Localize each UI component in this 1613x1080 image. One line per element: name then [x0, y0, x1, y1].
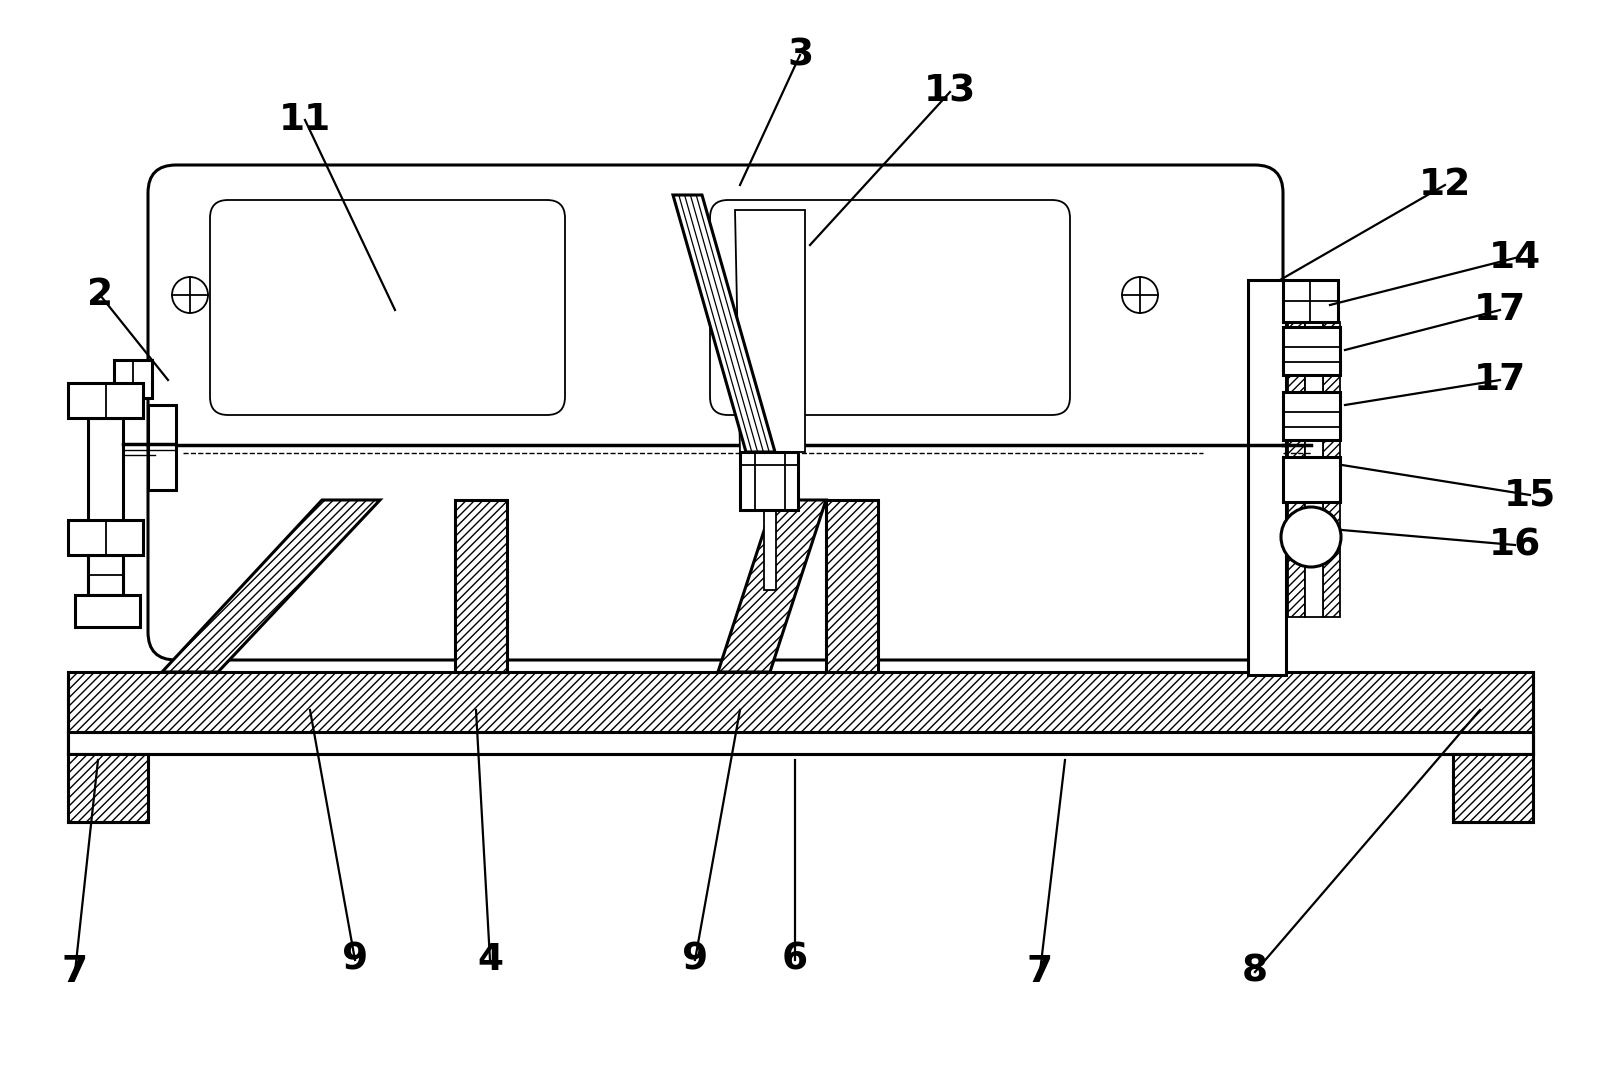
Bar — [74, 595, 140, 627]
Text: 4: 4 — [477, 942, 503, 978]
FancyBboxPatch shape — [210, 200, 565, 415]
Text: 2: 2 — [87, 276, 113, 313]
Text: 11: 11 — [279, 102, 331, 138]
Bar — [1248, 280, 1286, 675]
Bar — [68, 383, 144, 418]
Text: 9: 9 — [682, 942, 708, 978]
Text: 14: 14 — [1489, 240, 1540, 276]
Bar — [1289, 322, 1305, 617]
Bar — [765, 500, 776, 590]
Bar — [1282, 457, 1340, 502]
Polygon shape — [736, 210, 805, 453]
Bar — [1290, 522, 1331, 552]
Text: 17: 17 — [1474, 362, 1526, 399]
FancyBboxPatch shape — [148, 165, 1282, 660]
Bar — [826, 500, 877, 672]
Bar — [1323, 322, 1340, 617]
Polygon shape — [718, 500, 826, 672]
Bar — [148, 405, 176, 490]
Text: 8: 8 — [1242, 954, 1268, 990]
Polygon shape — [161, 500, 381, 672]
Text: 17: 17 — [1474, 292, 1526, 328]
Text: 6: 6 — [782, 942, 808, 978]
Bar — [1282, 327, 1340, 375]
Text: 3: 3 — [787, 37, 813, 73]
Bar — [89, 418, 123, 598]
Bar — [740, 453, 798, 510]
Bar — [1282, 392, 1340, 440]
Bar — [1282, 280, 1339, 322]
Text: 7: 7 — [1027, 954, 1053, 990]
Polygon shape — [673, 195, 774, 453]
Text: 13: 13 — [924, 75, 976, 110]
Text: 7: 7 — [61, 954, 89, 990]
Text: 16: 16 — [1489, 527, 1540, 563]
Bar — [115, 360, 152, 399]
Bar — [1305, 322, 1323, 617]
Bar — [68, 732, 1532, 752]
Text: 9: 9 — [342, 942, 368, 978]
Bar — [455, 500, 506, 672]
Bar — [68, 519, 144, 555]
Bar — [68, 754, 148, 822]
Circle shape — [1281, 507, 1340, 567]
Bar — [68, 732, 1532, 754]
Bar — [68, 672, 1532, 732]
FancyBboxPatch shape — [710, 200, 1069, 415]
Text: 15: 15 — [1503, 477, 1557, 513]
Text: 12: 12 — [1419, 167, 1471, 203]
Bar — [1453, 754, 1532, 822]
Bar — [89, 555, 123, 595]
